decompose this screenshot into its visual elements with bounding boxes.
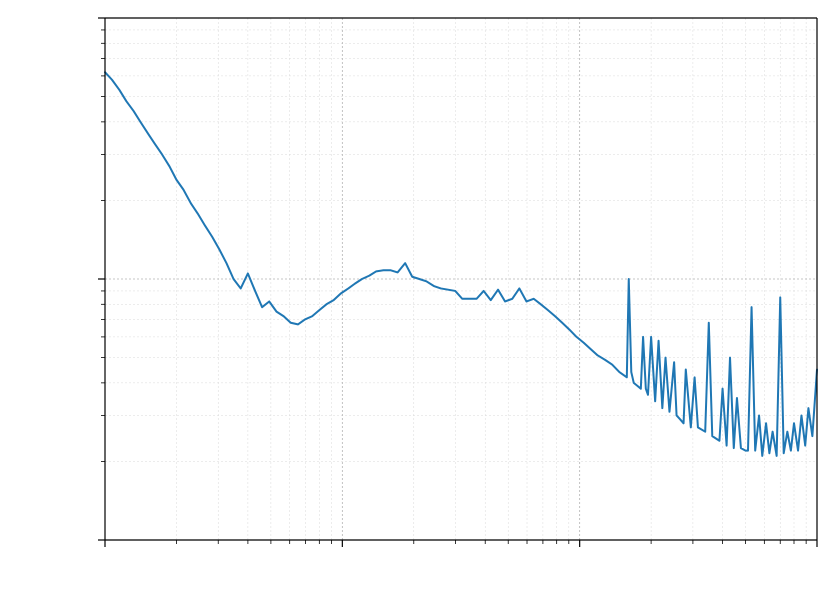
line-chart <box>0 0 838 590</box>
chart-svg <box>0 0 838 590</box>
